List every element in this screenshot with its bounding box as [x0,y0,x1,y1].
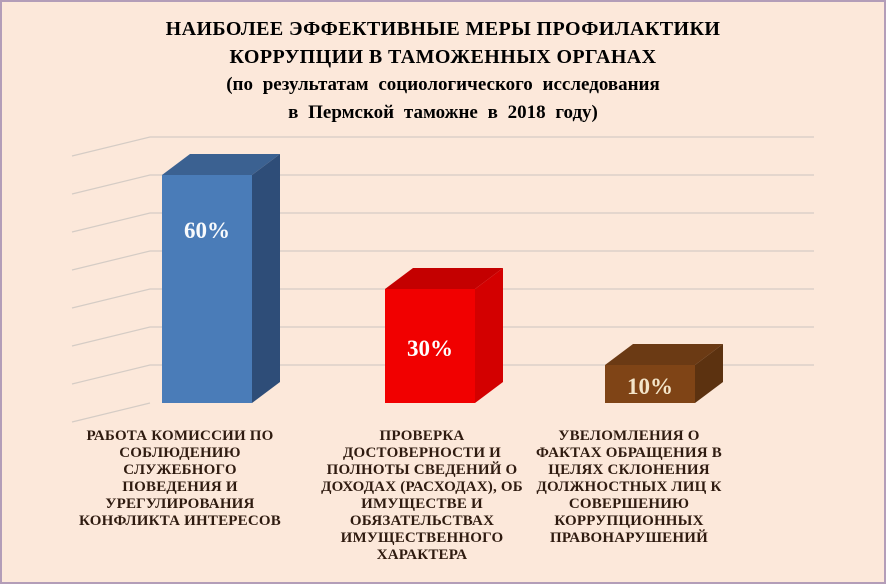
red-bar-value-label: 30% [407,336,453,361]
gridline-40 [71,250,814,271]
blue-bar-front-face [162,175,252,403]
gridline-10 [71,364,814,385]
gridline-50 [71,212,814,233]
category-label-2: ПРОВЕРКА ДОСТОВЕРНОСТИ И ПОЛНОТЫ СВЕДЕНИ… [321,428,523,563]
brown-bar-value-label: 10% [627,374,673,399]
blue-bar-top-face [162,154,280,175]
blue-bar-value-label: 60% [184,218,230,243]
category-label-3: УВЕЛОМЛЕНИЯ О ФАКТАХ ОБРАЩЕНИЯ В ЦЕЛЯХ С… [536,428,722,546]
red-bar-front-face [385,289,475,403]
brown-bar-top-face [605,344,723,365]
gridline-20 [71,326,814,347]
red-bar-top-face [385,268,503,289]
brown-bar-side-face [695,344,723,403]
chart-title: НАИБОЛЕЕ ЭФФЕКТИВНЫЕ МЕРЫ ПРОФИЛАКТИКИ К… [2,15,884,127]
category-label-1: РАБОТА КОМИССИИ ПО СОБЛЮДЕНИЮ СЛУЖЕБНОГО… [79,428,281,529]
gridline-70 [71,136,814,157]
title-line-2: КОРРУПЦИИ В ТАМОЖЕННЫХ ОРГАНАХ [229,46,657,68]
blue-bar-side-face [252,154,280,403]
title-line-3: (по результатам социологического исследо… [226,74,660,95]
gridline-0 [71,402,151,423]
title-line-1: НАИБОЛЕЕ ЭФФЕКТИВНЫЕ МЕРЫ ПРОФИЛАКТИКИ [165,18,721,40]
brown-bar-front-face [605,365,695,403]
gridline-30 [71,288,814,309]
title-line-4: в Пермской таможне в 2018 году) [288,102,598,123]
gridline-60 [71,174,814,195]
red-bar-side-face [475,268,503,403]
